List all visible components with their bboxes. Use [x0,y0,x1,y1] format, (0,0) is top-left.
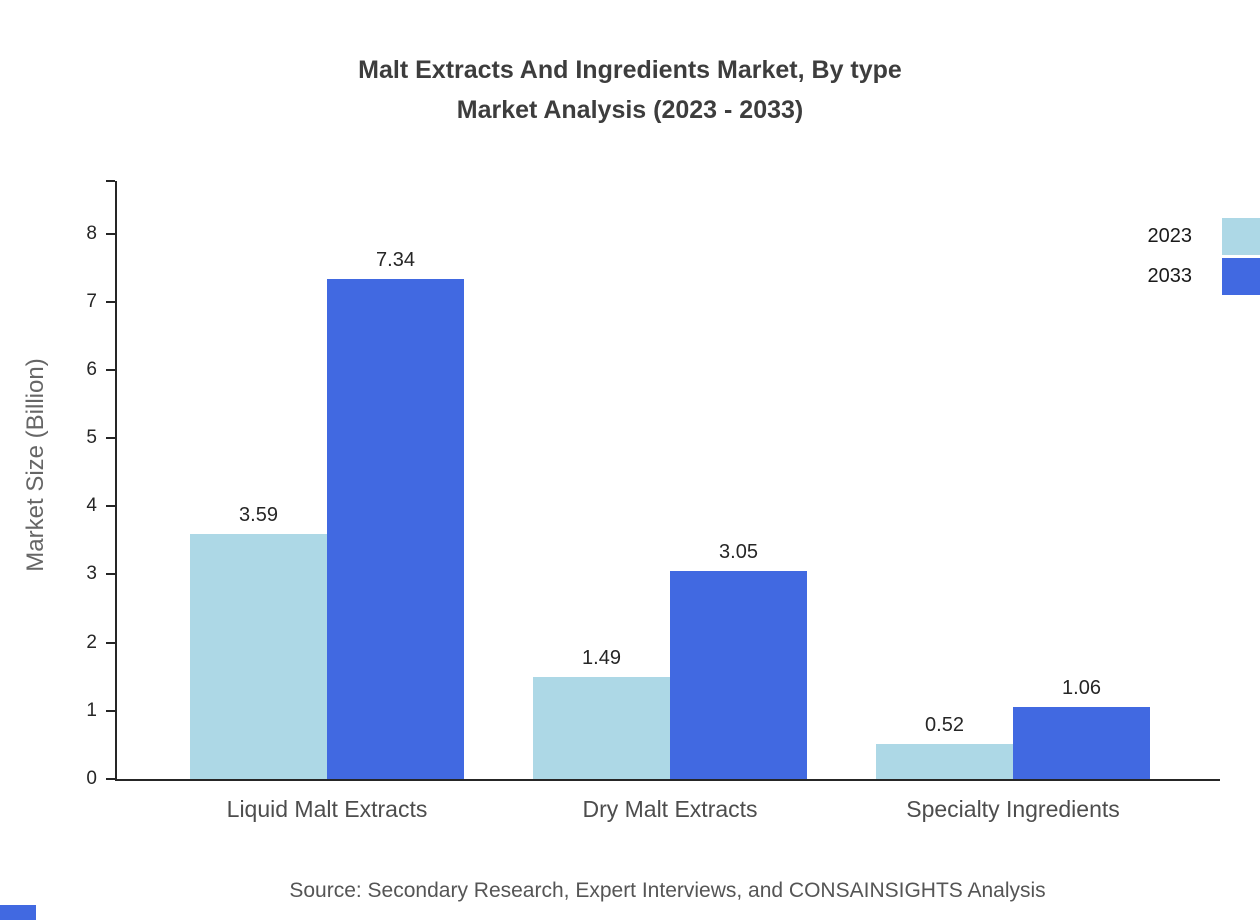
y-tick-label: 8 [86,222,97,244]
y-tick-mark [106,300,115,303]
y-tick-label: 6 [86,358,97,380]
legend-label: 2023 [1147,224,1193,247]
y-tick-label: 2 [86,631,97,653]
legend-label: 2033 [1147,264,1193,287]
y-axis-top-tick [106,180,115,182]
bar-value-label: 3.05 [719,541,758,564]
bar-value-label: 0.52 [925,713,964,736]
bar-value-label: 1.06 [1062,676,1101,699]
bar-value-label: 7.34 [376,248,415,271]
bar-2023: 1.49 [533,647,670,779]
category-label: Dry Malt Extracts [582,796,758,822]
legend-swatch [1222,217,1260,255]
y-tick-mark [106,232,115,235]
chart-title: Malt Extracts And Ingredients Market, By… [0,50,1260,130]
bar-2033: 3.05 [670,541,807,779]
bar-group: 0.52 1.06 Specialty Ingredients [876,179,1150,822]
y-tick-label: 0 [86,768,97,789]
y-tick-label: 1 [86,699,97,721]
y-tick-label: 5 [86,427,97,449]
legend: 2023 2033 [1148,217,1260,295]
y-tick-mark [106,573,115,576]
bar-2023: 3.59 [190,504,327,779]
y-tick-mark [106,709,115,712]
y-tick-mark [106,437,115,440]
bar-group: 1.49 3.05 Dry Malt Extracts [533,179,807,822]
legend-swatch [1222,257,1260,295]
plot-area: 0 1 2 3 4 5 6 7 8 3.59 7.34 Liquid Malt Extracts 1.… [86,179,1220,822]
bottom-left-accent-mark [0,905,36,920]
y-axis-label: Market Size (Billion) [22,358,49,572]
y-tick-mark [106,368,115,371]
category-label: Liquid Malt Extracts [226,796,428,822]
chart-title-line-2: Market Analysis (2023 - 2033) [456,96,804,124]
y-tick-label: 4 [86,495,97,517]
y-tick-mark [106,778,115,780]
bar-value-label: 1.49 [582,647,621,670]
source-note: Source: Secondary Research, Expert Inter… [289,879,1046,902]
legend-item-2033: 2033 [1148,257,1260,295]
category-label: Specialty Ingredients [906,796,1120,822]
legend-item-2023: 2023 [1148,217,1260,255]
y-tick-mark [106,505,115,508]
y-tick-mark [106,641,115,644]
bar-2033: 7.34 [327,249,464,779]
chart-title-line-1: Malt Extracts And Ingredients Market, By… [358,56,902,84]
y-tick-label: 7 [86,290,97,312]
bar-2033: 1.06 [1013,677,1150,779]
bar-2023: 0.52 [876,714,1013,779]
bar-groups: 3.59 7.34 Liquid Malt Extracts 1.49 3.05 Dry … [117,179,1220,822]
bar-group: 3.59 7.34 Liquid Malt Extracts [190,179,464,822]
y-tick-label: 3 [86,563,97,585]
bar-value-label: 3.59 [239,504,278,527]
